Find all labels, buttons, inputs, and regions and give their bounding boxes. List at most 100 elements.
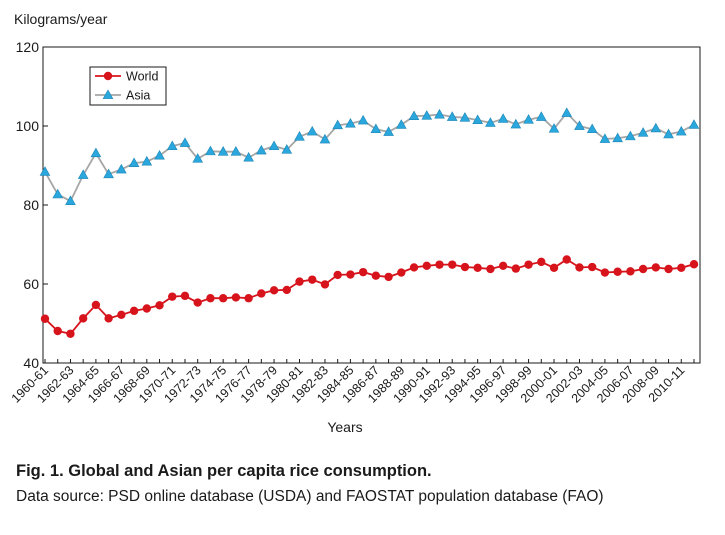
- data-point: [664, 264, 673, 274]
- data-point: [638, 264, 648, 274]
- data-point: [308, 275, 317, 284]
- data-point: [104, 314, 113, 323]
- data-point: [561, 107, 573, 117]
- data-point: [485, 117, 496, 127]
- data-point: [511, 264, 521, 273]
- data-point: [205, 145, 216, 156]
- legend-label: World: [126, 70, 158, 84]
- data-point: [154, 150, 165, 160]
- data-point: [586, 123, 598, 134]
- data-point: [574, 120, 585, 130]
- data-point: [600, 268, 610, 277]
- legend-item-asia: Asia: [95, 89, 150, 103]
- data-point: [319, 133, 331, 144]
- data-point: [180, 291, 190, 301]
- data-point: [142, 304, 152, 313]
- data-point: [612, 132, 623, 143]
- data-point: [397, 268, 406, 277]
- data-point: [320, 280, 330, 289]
- data-point: [230, 146, 242, 156]
- data-point: [675, 125, 687, 136]
- data-point: [689, 260, 699, 269]
- data-point: [370, 123, 382, 134]
- data-point: [306, 125, 318, 136]
- data-point: [383, 126, 394, 136]
- data-point: [243, 151, 254, 162]
- data-point: [257, 289, 266, 298]
- data-point: [295, 277, 304, 286]
- data-point: [166, 140, 178, 151]
- data-point: [78, 314, 88, 323]
- data-point: [90, 147, 102, 158]
- data-point: [269, 286, 279, 295]
- series-line: [44, 111, 695, 203]
- legend-box: [89, 66, 167, 106]
- data-point: [179, 137, 191, 147]
- data-point: [206, 294, 215, 303]
- data-point: [192, 153, 204, 163]
- figure-caption-title: Fig. 1. Global and Asian per capita rice…: [16, 462, 432, 480]
- data-point: [346, 270, 355, 279]
- data-point: [650, 122, 662, 133]
- data-point: [357, 114, 369, 125]
- chart: Kilograms/year Years 40 60 80 100 120 1960-6…: [9, 11, 701, 435]
- data-point: [91, 300, 101, 310]
- data-point: [128, 157, 140, 168]
- data-point: [677, 263, 686, 273]
- data-point: [129, 306, 139, 316]
- data-point: [460, 262, 470, 272]
- data-point: [524, 260, 533, 269]
- data-point: [53, 326, 62, 336]
- x-axis-label: Years: [327, 419, 362, 435]
- data-point: [435, 260, 444, 269]
- data-point: [65, 195, 76, 205]
- chart-canvas: Kilograms/year Years 40 60 80 100 120 1960-6…: [9, 11, 701, 435]
- data-point: [384, 272, 393, 282]
- data-point: [651, 263, 661, 272]
- data-point: [625, 130, 636, 141]
- data-point: [39, 166, 51, 176]
- y-tick-label: 40: [23, 355, 39, 371]
- data-point: [40, 314, 50, 323]
- data-point: [523, 114, 534, 124]
- data-point: [155, 301, 164, 310]
- data-point: [282, 285, 291, 295]
- data-point: [537, 257, 546, 267]
- data-point: [637, 127, 649, 137]
- data-point: [548, 123, 560, 133]
- series-asia: [39, 107, 700, 205]
- data-point: [231, 293, 241, 302]
- legend: World Asia: [89, 66, 167, 106]
- data-point: [663, 128, 674, 139]
- data-point: [688, 119, 700, 129]
- data-point: [587, 262, 597, 272]
- x-ticks: 1960-611962-631964-651966-671968-691970-…: [9, 359, 695, 406]
- data-point: [626, 267, 635, 276]
- figure-caption-source: Data source: PSD online database (USDA) …: [16, 488, 604, 505]
- data-point: [294, 131, 305, 141]
- data-point: [510, 118, 522, 129]
- data-point: [575, 263, 584, 272]
- data-point: [193, 298, 202, 307]
- y-tick-label: 120: [16, 39, 40, 55]
- series-world: [40, 255, 699, 338]
- data-point: [408, 110, 420, 121]
- data-point: [448, 260, 457, 269]
- data-point: [268, 140, 280, 151]
- data-point: [332, 119, 343, 130]
- legend-marker: [102, 89, 114, 99]
- data-point: [549, 263, 559, 273]
- data-point: [168, 292, 177, 301]
- data-point: [358, 267, 368, 277]
- data-point: [217, 146, 229, 156]
- data-point: [103, 168, 114, 179]
- data-point: [599, 133, 611, 143]
- data-point: [371, 271, 381, 280]
- data-point: [409, 263, 419, 272]
- y-tick-label: 100: [16, 118, 40, 134]
- y-tick-label: 60: [23, 276, 39, 292]
- data-point: [473, 263, 482, 273]
- data-point: [486, 264, 495, 274]
- legend-label: Asia: [126, 89, 150, 103]
- data-point: [535, 111, 547, 121]
